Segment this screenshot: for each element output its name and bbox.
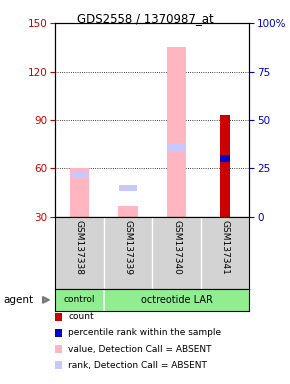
Text: octreotide LAR: octreotide LAR <box>141 295 213 305</box>
Text: value, Detection Call = ABSENT: value, Detection Call = ABSENT <box>68 344 212 354</box>
Text: percentile rank within the sample: percentile rank within the sample <box>68 328 221 338</box>
Bar <box>220 115 231 217</box>
Bar <box>168 144 185 151</box>
Text: GSM137338: GSM137338 <box>75 220 84 275</box>
Bar <box>167 47 186 217</box>
Text: count: count <box>68 312 94 321</box>
Text: GDS2558 / 1370987_at: GDS2558 / 1370987_at <box>77 12 213 25</box>
Bar <box>70 169 89 217</box>
Text: GSM137341: GSM137341 <box>221 220 230 275</box>
Bar <box>119 185 137 191</box>
Text: control: control <box>64 295 95 305</box>
Text: agent: agent <box>3 295 33 305</box>
Bar <box>71 172 88 178</box>
Text: GSM137339: GSM137339 <box>124 220 133 275</box>
Bar <box>118 206 138 217</box>
Bar <box>220 155 231 162</box>
Text: GSM137340: GSM137340 <box>172 220 181 275</box>
Text: rank, Detection Call = ABSENT: rank, Detection Call = ABSENT <box>68 361 207 370</box>
